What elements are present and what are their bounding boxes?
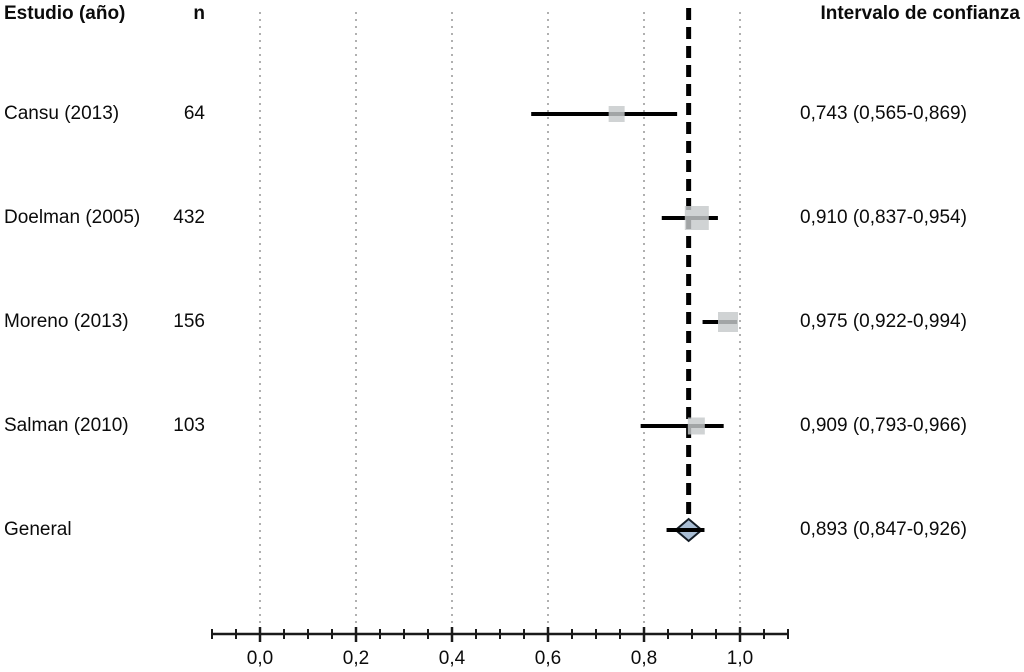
ci-value: 0,910 (0,837-0,954) (800, 207, 967, 228)
study-label: Salman (2010) (4, 415, 129, 436)
study-n: 103 (173, 415, 205, 436)
study-marker (608, 106, 625, 122)
axis-tick-label: 0,8 (631, 648, 657, 669)
axis-tick-label: 0,2 (343, 648, 369, 669)
axis-tick-label: 1,0 (727, 648, 753, 669)
study-label: General (4, 519, 72, 540)
study-marker (687, 417, 705, 435)
study-marker (684, 206, 709, 230)
axis-tick-label: 0,0 (247, 648, 273, 669)
study-n: 432 (173, 207, 205, 228)
study-label: Moreno (2013) (4, 311, 129, 332)
column-header-study: Estudio (año) (4, 3, 126, 24)
axis-tick-label: 0,4 (439, 648, 466, 669)
study-label: Doelman (2005) (4, 207, 141, 228)
column-header-confidence-interval: Intervalo de confianza (820, 3, 1020, 24)
ci-value: 0,743 (0,565-0,869) (800, 103, 967, 124)
study-n: 64 (183, 103, 205, 124)
column-header-n: n (193, 3, 205, 24)
ci-value: 0,975 (0,922-0,994) (800, 311, 967, 332)
axis-tick-label: 0,6 (535, 648, 561, 669)
ci-value: 0,893 (0,847-0,926) (800, 519, 967, 540)
ci-value: 0,909 (0,793-0,966) (800, 415, 967, 436)
study-marker (718, 312, 738, 332)
study-label: Cansu (2013) (4, 103, 120, 124)
study-n: 156 (173, 311, 205, 332)
